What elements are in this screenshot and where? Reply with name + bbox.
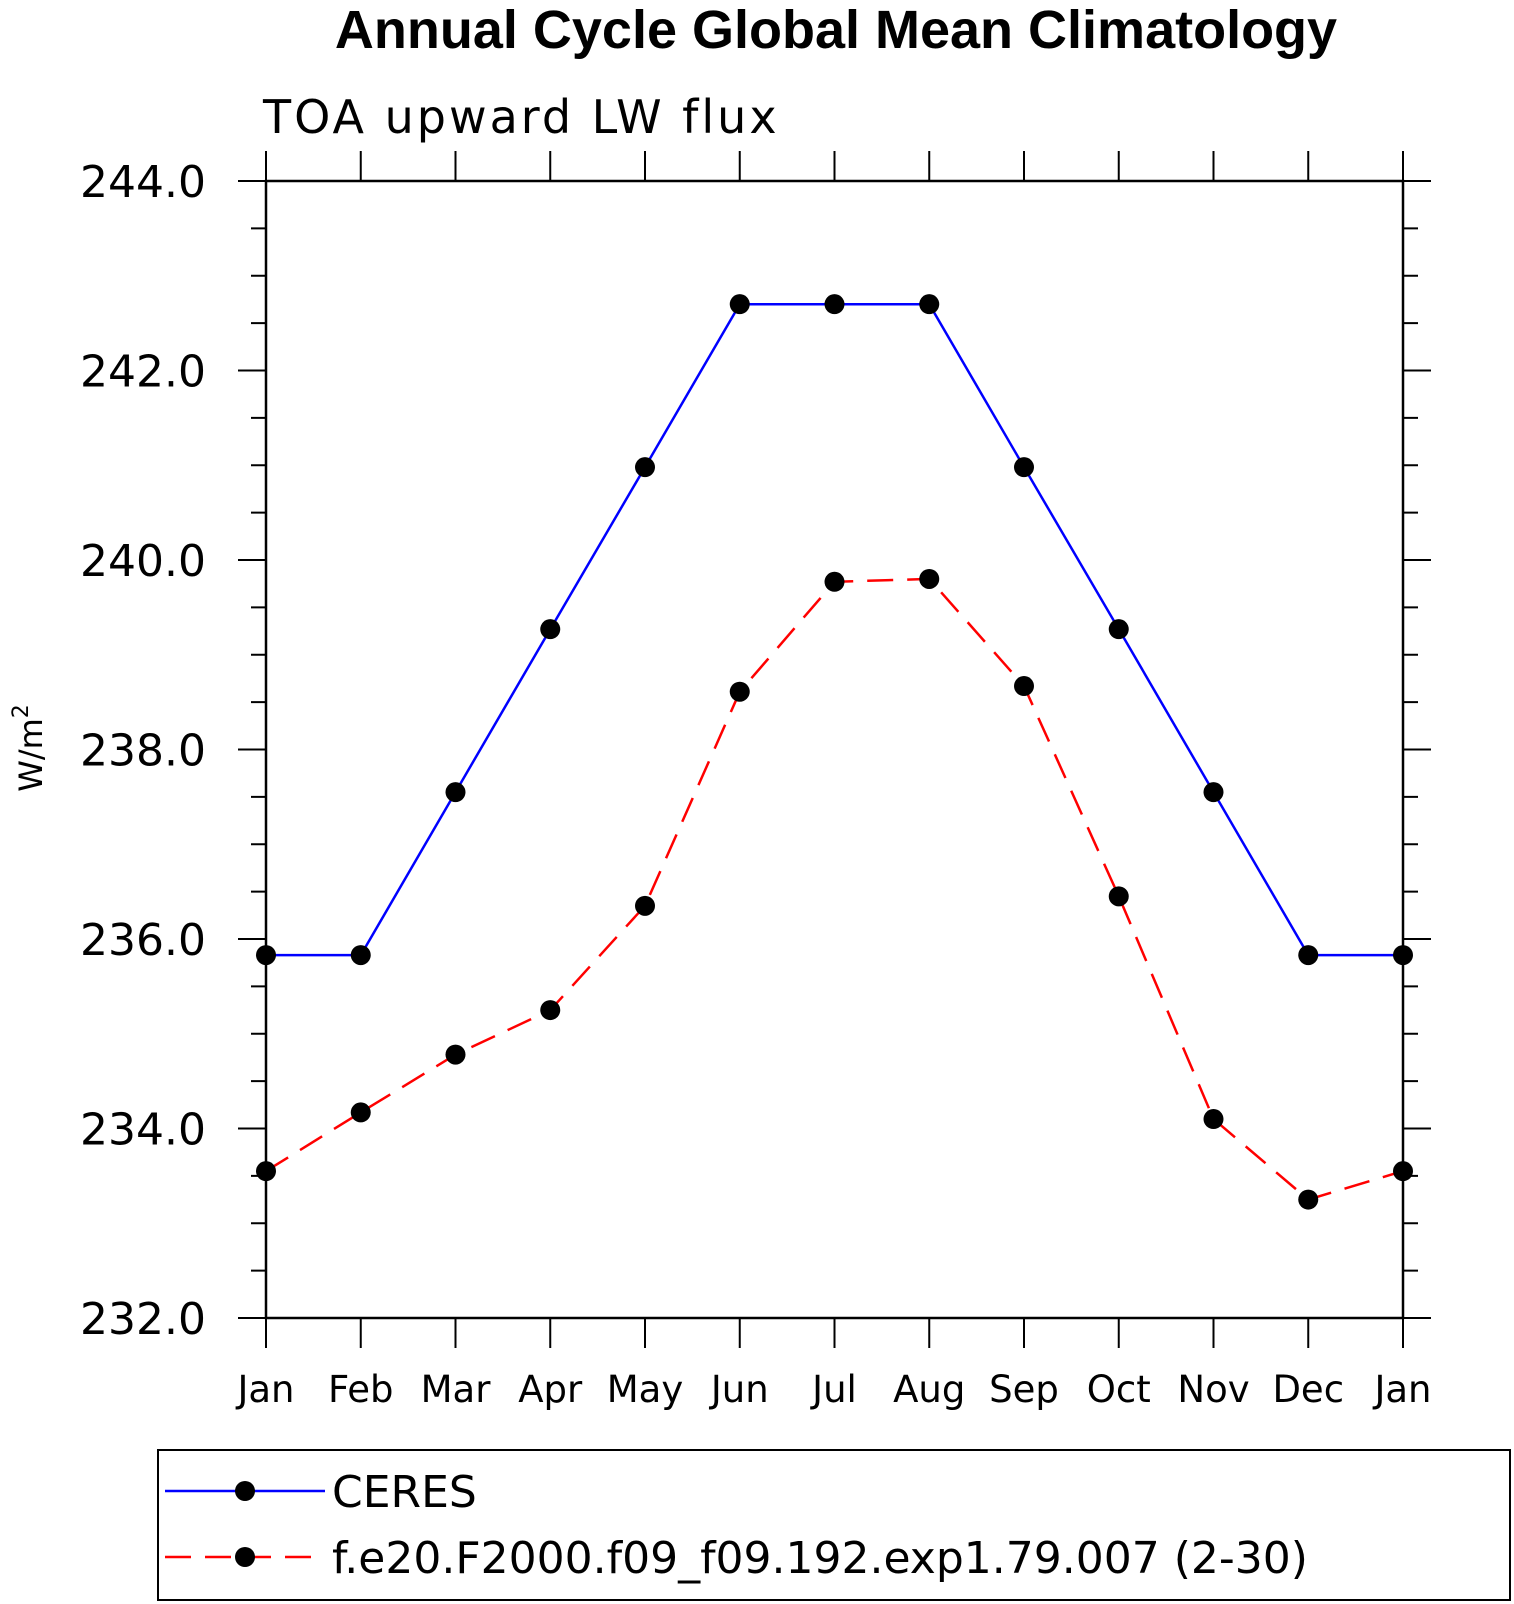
series-line-1 (266, 302, 1403, 957)
x-tick-label: Dec (1272, 1368, 1344, 1411)
series-1-point (1108, 619, 1129, 640)
series-1-point (256, 945, 276, 966)
series-2-point (256, 1161, 276, 1182)
x-tick-label: Jan (1372, 1368, 1431, 1411)
chart-title: Annual Cycle Global Mean Climatology (335, 0, 1337, 60)
series-layer (256, 294, 1413, 1210)
series-2-point (919, 568, 940, 589)
y-axis-ticks: 232.0 234.0 236.0 238.0 240.0 242.0 244.0 (80, 157, 1431, 1345)
legend-entries: CERES f.e20.F2000.f09_f09.192.exp1.79.007… (165, 1467, 1308, 1584)
x-tick-label: Sep (989, 1368, 1059, 1411)
series-2-point (1393, 1161, 1413, 1182)
series-line-2 (265, 577, 1404, 1201)
series-2-point (824, 571, 845, 592)
series-1-point (824, 294, 845, 315)
x-axis-ticks: Jan Feb Mar Apr May Jun Jul Aug Sep Oct Nov Dec Jan (235, 151, 1432, 1411)
y-tick-label: 232.0 (80, 1294, 206, 1345)
y-tick-label: 238.0 (80, 726, 206, 777)
legend: CERES f.e20.F2000.f09_f09.192.exp1.79.007… (157, 1449, 1511, 1601)
series-2-point (445, 1044, 466, 1065)
plot-frame (264, 179, 1405, 1320)
y-tick-label: 236.0 (80, 915, 206, 966)
y-tick-label: 242.0 (80, 347, 206, 398)
series-2-point (1203, 1109, 1224, 1130)
y-tick-label: 240.0 (80, 536, 206, 587)
series-1-point (1298, 945, 1319, 966)
y-tick-label: 234.0 (80, 1105, 206, 1156)
x-tick-label: Aug (893, 1368, 965, 1411)
series-1-point (1014, 457, 1034, 478)
y-tick-label: 244.0 (80, 157, 206, 208)
y-axis-label-superscript: 2 (9, 704, 34, 718)
series-1-point (1203, 782, 1224, 803)
x-tick-label: Nov (1177, 1368, 1249, 1411)
chart-subtitle: TOA upward LW flux (262, 90, 780, 144)
series-2-point (635, 895, 655, 916)
x-tick-label: Oct (1087, 1368, 1151, 1411)
series-2-point (1108, 886, 1129, 907)
series-2-point (1014, 676, 1034, 697)
series-1-point (1393, 945, 1413, 966)
series-2-point (350, 1102, 371, 1123)
x-tick-label: May (607, 1368, 684, 1411)
legend-label-1: CERES (332, 1467, 477, 1518)
series-2-point (729, 681, 750, 702)
plot-border (264, 179, 1405, 1320)
y-axis-label-text: W/m (12, 718, 50, 792)
series-1-point (540, 619, 561, 640)
series-1-point (350, 945, 371, 966)
legend-label-2: f.e20.F2000.f09_f09.192.exp1.79.007 (2-3… (332, 1533, 1308, 1584)
y-axis-label: W/m2 (9, 704, 50, 792)
series-1-point (729, 294, 750, 315)
series-2-point (1298, 1189, 1319, 1210)
svg-text:W/m2: W/m2 (9, 704, 50, 792)
x-tick-label: Jul (810, 1368, 857, 1411)
legend-box (157, 1449, 1511, 1601)
series-1-point (919, 294, 940, 315)
x-tick-label: Feb (328, 1368, 394, 1411)
legend-marker-1 (235, 1481, 255, 1501)
x-tick-label: Jun (709, 1368, 769, 1411)
series-1-point (635, 457, 655, 478)
legend-marker-2 (235, 1547, 255, 1567)
series-1-point (445, 782, 466, 803)
x-tick-label: Apr (518, 1368, 583, 1411)
series-2-point (540, 1000, 561, 1021)
x-tick-label: Mar (421, 1368, 492, 1411)
x-tick-label: Jan (235, 1368, 294, 1411)
